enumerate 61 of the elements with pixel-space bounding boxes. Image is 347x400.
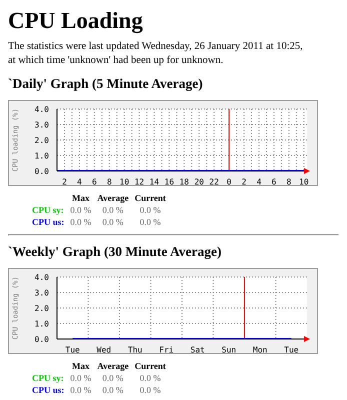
chart-title: `Weekly' Graph (30 Minute Average) xyxy=(8,244,222,260)
x-tick-label: 8 xyxy=(106,178,112,187)
text: 0.0 % xyxy=(70,372,92,384)
y-tick-label: 0.0 xyxy=(34,166,50,176)
x-tick-label: 10 xyxy=(120,178,130,187)
text: Max xyxy=(71,192,91,204)
x-tick-label: 6 xyxy=(272,178,277,187)
text: 0.0 % xyxy=(101,216,124,228)
x-tick-label: 10 xyxy=(299,178,309,187)
text: 0.0 % xyxy=(138,384,162,396)
x-tick-label: Sat xyxy=(190,346,206,355)
x-tick-label: Fri xyxy=(159,346,174,355)
text: CPU us: xyxy=(32,216,66,228)
x-tick-label: 0 xyxy=(226,178,232,187)
x-tick-label: 16 xyxy=(164,178,174,187)
text: 0.0 % xyxy=(70,384,92,396)
x-tick-label: 14 xyxy=(149,178,160,187)
x-tick-label: 6 xyxy=(92,178,97,187)
text: Average xyxy=(97,360,130,372)
text: Current xyxy=(134,360,167,372)
text: 0.0 % xyxy=(70,216,92,228)
x-tick-label: 4 xyxy=(77,178,82,187)
text: 0.0 % xyxy=(70,204,92,216)
text: 0.0 % xyxy=(101,384,124,396)
x-tick-label: 22 xyxy=(209,178,220,187)
legend-label: CPU sy: xyxy=(32,372,65,384)
x-tick-label: Tue xyxy=(284,346,299,355)
y-tick-label: 1.0 xyxy=(34,151,50,160)
x-tick-label: Sun xyxy=(222,346,236,355)
text: CPU Loading xyxy=(8,8,144,34)
text: Average xyxy=(97,192,130,204)
y-tick-label: 3.0 xyxy=(34,120,50,130)
x-tick-label: 8 xyxy=(286,178,292,187)
text: Max xyxy=(71,360,91,372)
y-tick-label: 4.0 xyxy=(34,104,50,114)
y-tick-label: 1.0 xyxy=(34,319,50,328)
chart-title: `Daily' Graph (5 Minute Average) xyxy=(8,76,204,92)
x-tick-label: 18 xyxy=(179,178,190,187)
text: 0.0 % xyxy=(138,372,162,384)
y-tick-label: 3.0 xyxy=(34,288,50,298)
text: 0.0 % xyxy=(101,372,124,384)
y-tick-label: 0.0 xyxy=(34,334,50,344)
x-tick-label: Thu xyxy=(128,346,143,355)
x-tick-label: Tue xyxy=(65,346,80,355)
y-tick-label: 2.0 xyxy=(34,136,50,145)
text: 0.0 % xyxy=(101,204,124,216)
x-tick-label: 2 xyxy=(242,178,247,187)
text: Current xyxy=(134,192,167,204)
text: 0.0 % xyxy=(138,216,162,228)
x-tick-label: 20 xyxy=(194,178,204,187)
text: 0.0 % xyxy=(138,204,162,216)
text: CPU us: xyxy=(32,384,66,396)
legend-label: CPU sy: xyxy=(32,204,65,216)
x-tick-label: Mon xyxy=(252,346,268,355)
x-tick-label: Wed xyxy=(96,346,112,355)
y-tick-label: 2.0 xyxy=(34,304,50,313)
x-tick-label: 2 xyxy=(62,178,68,187)
x-tick-label: 12 xyxy=(134,178,144,187)
y-tick-label: 4.0 xyxy=(34,272,50,282)
text: The statistics were last updated Wednesday, 26 January 2011 at 10:25, at which time 'unknown' had been up for unknown. xyxy=(8,40,304,68)
x-tick-label: 4 xyxy=(256,178,262,187)
